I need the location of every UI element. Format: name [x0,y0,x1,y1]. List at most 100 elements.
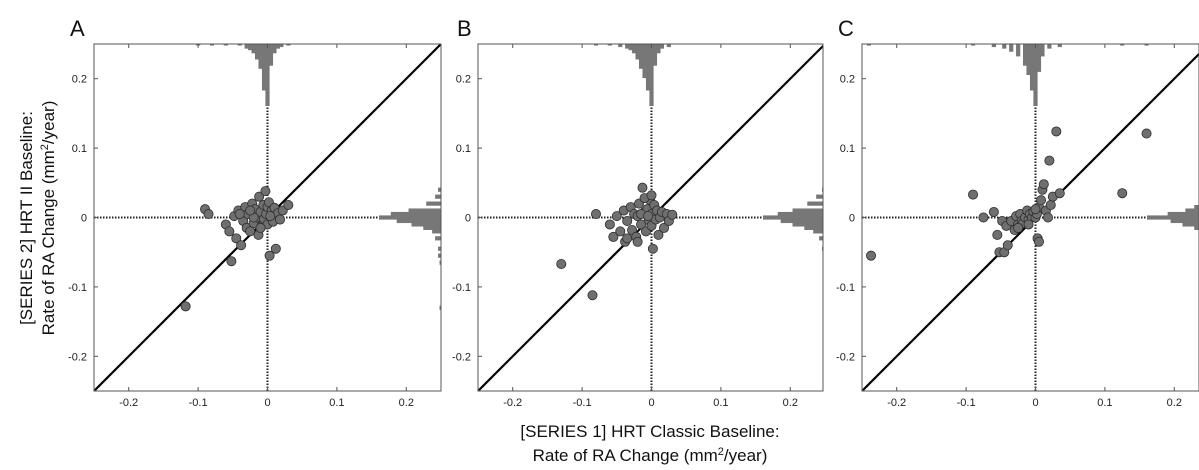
x-tick-label: 0.1 [1097,397,1112,409]
scatter-point [1044,155,1055,166]
x-axis-title-suffix: /year) [724,446,767,465]
scatter-point [667,209,678,220]
y-axis-title-suffix: /year) [39,101,58,144]
right-histogram-bar [780,218,823,224]
top-histogram-bar [970,44,976,46]
x-tick-label: -0.1 [189,397,208,409]
right-histogram-bar [792,208,823,213]
y-tick-label: -0.2 [68,351,87,363]
scatter-point [231,233,242,244]
top-histogram-bar [1120,44,1125,46]
scatter-point [265,211,276,222]
scatter-point [234,209,245,220]
top-histogram-bar [666,44,671,48]
top-histogram-bar [1047,44,1052,49]
top-histogram-bar [209,44,215,46]
scatter-point [590,209,601,220]
scatter-point [203,209,214,220]
scatter-point [637,182,648,193]
top-histogram-bar [1036,44,1042,72]
y-tick-label: 0.1 [72,143,87,155]
x-axis-title-line-2: Rate of RA Change (mm2/year) [533,446,768,465]
scatter-point [1036,195,1047,206]
top-histogram-bar [1144,44,1149,46]
x-tick-label: 0 [648,397,654,409]
top-histogram-bar [1040,44,1045,57]
top-histogram-bar [1002,44,1007,49]
right-histogram-bar [763,215,823,220]
top-histogram-bar [1029,44,1035,91]
scatter-point [1141,128,1152,139]
scatter-point [1002,240,1013,251]
right-histogram-bar [438,187,441,192]
scatter-point [556,258,567,269]
scatter-point [1045,200,1056,211]
top-histogram-bar [642,44,647,79]
y-axis-title-line-2: Rate of RA Change (mm2/year) [39,101,58,336]
right-histogram-bar [396,218,441,224]
right-histogram-bar [411,222,441,227]
plot-area-a [94,44,441,391]
top-histogram-bar [1009,44,1014,52]
top-histogram-bar [237,44,242,46]
scatter-point [1030,204,1041,215]
right-histogram-bar [807,201,823,206]
top-histogram-bar [632,44,637,54]
scatter-point [1013,222,1024,233]
scatter-point [1038,179,1049,190]
top-histogram-bar [659,44,665,49]
x-tick-label: 0.1 [713,397,728,409]
top-histogram-bar [272,44,277,54]
top-histogram-bar [618,44,623,48]
right-histogram-bar [435,236,441,241]
x-tick-label: 0 [264,397,270,409]
right-histogram-bar [439,305,441,310]
scatter-point [254,191,265,202]
top-histogram-bar [265,44,270,106]
right-histogram-bar [379,215,441,220]
right-histogram-bar [1194,204,1199,210]
x-tick-label: 0.2 [1167,397,1182,409]
scatter-point [274,214,285,225]
scatter-point [632,236,643,247]
scatter-point [587,290,598,301]
top-histogram-bar [656,44,661,54]
top-histogram-bar [1026,44,1031,75]
y-tick-label: 0.1 [456,143,471,155]
scatter-point [647,243,658,254]
top-histogram-bar [268,44,274,66]
y-tick-label: 0.2 [840,74,855,86]
scatter-point [1023,219,1034,230]
top-histogram-bar [638,44,644,69]
right-histogram-bar [438,253,441,258]
top-histogram-bar [1022,44,1028,66]
top-histogram-bar [991,44,996,48]
scatter-point [622,233,633,244]
scatter-point [615,226,626,237]
right-histogram-bar [426,201,441,206]
right-histogram-bar [824,264,825,268]
scatter-point [1054,188,1065,199]
top-histogram-bar [258,44,263,69]
top-histogram-bar [652,44,658,66]
top-histogram-bar [286,44,291,46]
x-axis-title-line-1: [SERIES 1] HRT Classic Baseline: [520,422,779,441]
scatter-point [866,250,877,261]
scatter-point [245,226,256,237]
x-tick-label: -0.1 [573,397,592,409]
x-tick-label: -0.2 [119,397,138,409]
scatter-point [245,205,256,216]
y-tick-label: 0.2 [72,74,87,86]
scatter-point [270,243,281,254]
y-axis-title-prefix: Rate of RA Change (mm [39,150,58,335]
x-axis-unit-exponent: 2 [718,446,724,458]
scatter-point [622,215,633,226]
scatter-point [604,219,615,230]
y-tick-label: 0.2 [456,74,471,86]
scatter-point [180,301,191,312]
right-histogram-bar [1147,215,1199,220]
y-axis-title-line-1: [SERIES 2] HRT II Baseline: [17,111,36,325]
top-histogram-bar [866,44,872,46]
panel-c: C -0.2 -0.1 0 0.1 0.2 -0.2 -0.1 0 0.1 0.2 [836,16,1199,409]
x-tick-label: -0.1 [957,397,976,409]
